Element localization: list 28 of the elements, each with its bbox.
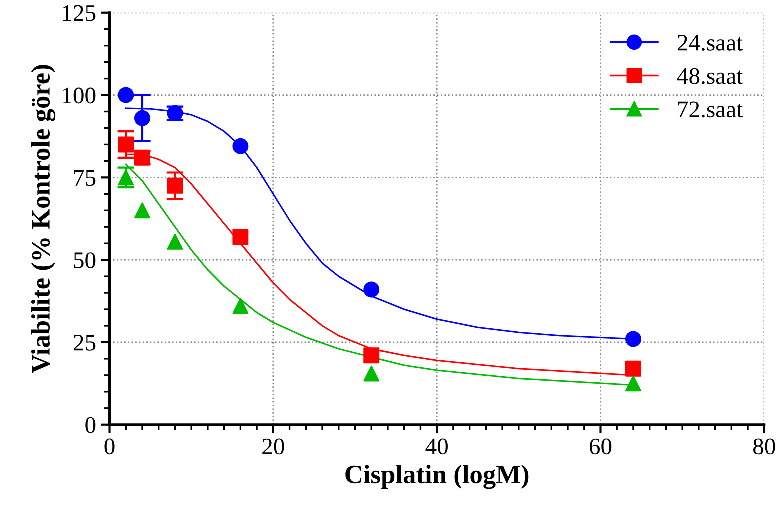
- x-tick-label: 60: [590, 438, 612, 455]
- y-tick-label: 75: [74, 170, 96, 186]
- legend-label: 72.saat: [678, 102, 744, 118]
- x-tick-label: 0: [104, 438, 115, 455]
- y-tick-label: 100: [63, 88, 96, 104]
- y-tick-label: 125: [63, 5, 96, 22]
- point: [134, 202, 150, 219]
- y-axis-title: Viabilite (% Kontrole göre): [31, 65, 56, 374]
- y-tick-label: 25: [74, 335, 96, 351]
- point: [232, 229, 249, 245]
- y-tick-label: 0: [86, 417, 96, 434]
- legend-label: 48.saat: [677, 68, 744, 84]
- point: [364, 366, 380, 382]
- point: [118, 87, 134, 104]
- point: [625, 376, 642, 392]
- point: [232, 138, 249, 154]
- point: [625, 360, 642, 377]
- point: [364, 282, 380, 298]
- x-axis-title: Cisplatin (logM): [346, 465, 529, 490]
- point: [364, 348, 380, 364]
- x-tick-label: 20: [262, 438, 284, 455]
- point: [625, 331, 642, 348]
- y-tick-label: 50: [74, 252, 96, 268]
- point: [167, 234, 184, 250]
- x-tick-label: 40: [426, 438, 448, 455]
- legend-label: 24.saat: [678, 35, 744, 51]
- x-tick-label: 80: [753, 438, 776, 455]
- point: [232, 298, 249, 314]
